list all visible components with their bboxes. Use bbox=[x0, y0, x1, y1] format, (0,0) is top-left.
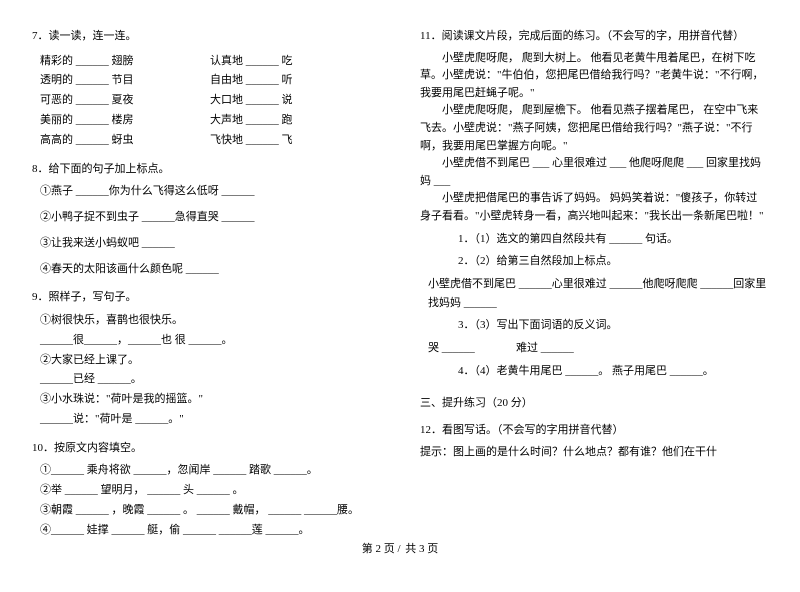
q8-title: 8．给下面的句子加上标点。 bbox=[32, 161, 380, 179]
q12-title: 12．看图写话。（不会写的字用拼音代替） bbox=[420, 422, 768, 440]
q11-sub3line: 哭 ______ 难过 ______ bbox=[420, 339, 768, 358]
q11-title: 11．阅读课文片段，完成后面的练习。（不会写的字，用拼音代替） bbox=[420, 28, 768, 46]
q10-i3: ④______ 娃撑 ______ 艇，偷 ______ ______莲 ___… bbox=[40, 521, 380, 541]
q9-i5: ______说："荷叶是 ______。" bbox=[40, 410, 380, 430]
q9: 9．照样子，写句子。 ①树很快乐，喜鹊也很快乐。 ______很______，_… bbox=[32, 289, 380, 429]
q7-r2: 大口地 ______ 说 bbox=[210, 91, 380, 111]
q9-title: 9．照样子，写句子。 bbox=[32, 289, 380, 307]
footer-sep: / bbox=[397, 543, 402, 555]
q9-i4: ③小水珠说："荷叶是我的摇篮。" bbox=[40, 390, 380, 410]
q7-l1: 透明的 ______ 节目 bbox=[40, 71, 210, 91]
q7-l4: 高高的 ______ 蚜虫 bbox=[40, 131, 210, 151]
right-column: 11．阅读课文片段，完成后面的练习。（不会写的字，用拼音代替） 小壁虎爬呀爬， … bbox=[404, 28, 768, 528]
q10: 10．按原文内容填空。 ①______ 乘舟将欲 ______，忽闻岸 ____… bbox=[32, 440, 380, 541]
q7-l0: 精彩的 ______ 翅膀 bbox=[40, 52, 210, 72]
q7-r4: 飞快地 ______ 飞 bbox=[210, 131, 380, 151]
left-column: 7．读一读，连一连。 精彩的 ______ 翅膀 透明的 ______ 节目 可… bbox=[32, 28, 404, 528]
section3: 三、提升练习（20 分） bbox=[420, 394, 768, 410]
q8-i1: ②小鸭子捉不到虫子 ______急得直哭 ______ bbox=[40, 208, 380, 228]
q7-r0: 认真地 ______ 吃 bbox=[210, 52, 380, 72]
q9-i2: ②大家已经上课了。 bbox=[40, 351, 380, 371]
q11: 11．阅读课文片段，完成后面的练习。（不会写的字，用拼音代替） 小壁虎爬呀爬， … bbox=[420, 28, 768, 380]
q8-i3: ④春天的太阳该画什么颜色呢 ______ bbox=[40, 260, 380, 280]
q7-r1: 自由地 ______ 听 bbox=[210, 71, 380, 91]
q11-sub1: 1．（1）选文的第四自然段共有 ______ 句话。 bbox=[420, 230, 768, 249]
q8-i2: ③让我来送小蚂蚁吧 ______ bbox=[40, 234, 380, 254]
q11-sub2line: 小壁虎借不到尾巴 ______心里很难过 ______他爬呀爬爬 ______回… bbox=[420, 275, 768, 312]
q10-title: 10．按原文内容填空。 bbox=[32, 440, 380, 458]
q12-hint: 提示：图上画的是什么时间？什么地点？都有谁？他们在干什 bbox=[420, 444, 768, 462]
q7-l3: 美丽的 ______ 楼房 bbox=[40, 111, 210, 131]
q12: 12．看图写话。（不会写的字用拼音代替） 提示：图上画的是什么时间？什么地点？都… bbox=[420, 422, 768, 461]
q9-i0: ①树很快乐，喜鹊也很快乐。 bbox=[40, 311, 380, 331]
q11-sub4: 4．（4）老黄牛用尾巴 ______。 燕子用尾巴 ______。 bbox=[420, 362, 768, 381]
q8-i0: ①燕子 ______你为什么飞得这么低呀 ______ bbox=[40, 182, 380, 202]
q9-i1: ______很______，______也 很 ______。 bbox=[40, 331, 380, 351]
footer-total: 共 3 页 bbox=[405, 543, 438, 555]
q11-p2: 小壁虎借不到尾巴 ___ 心里很难过 ___ 他爬呀爬爬 ___ 回家里找妈妈 … bbox=[420, 155, 768, 190]
q7-r3: 大声地 ______ 跑 bbox=[210, 111, 380, 131]
q11-p0: 小壁虎爬呀爬， 爬到大树上。 他看见老黄牛甩着尾巴，在树下吃草。小壁虎说："牛伯… bbox=[420, 50, 768, 103]
q7-grid: 精彩的 ______ 翅膀 透明的 ______ 节目 可恶的 ______ 夏… bbox=[32, 52, 380, 151]
q9-i3: ______已经 ______。 bbox=[40, 370, 380, 390]
q11-sub2: 2．（2）给第三自然段加上标点。 bbox=[420, 252, 768, 271]
q11-sub3: 3．（3）写出下面词语的反义词。 bbox=[420, 316, 768, 335]
page-footer: 第 2 页 / 共 3 页 bbox=[0, 540, 800, 556]
q8: 8．给下面的句子加上标点。 ①燕子 ______你为什么飞得这么低呀 _____… bbox=[32, 161, 380, 280]
q10-i2: ③朝霞 ______ ，晚霞 ______ 。 ______ 戴帽， _____… bbox=[40, 501, 380, 521]
q7-title: 7．读一读，连一连。 bbox=[32, 28, 380, 46]
q11-p3: 小壁虎把借尾巴的事告诉了妈妈。 妈妈笑着说："傻孩子，你转过身子看看。"小壁虎转… bbox=[420, 190, 768, 225]
footer-page: 第 2 页 bbox=[362, 543, 395, 555]
q7-l2: 可恶的 ______ 夏夜 bbox=[40, 91, 210, 111]
q10-i1: ②举 ______ 望明月， ______ 头 ______ 。 bbox=[40, 481, 380, 501]
q10-i0: ①______ 乘舟将欲 ______，忽闻岸 ______ 踏歌 ______… bbox=[40, 461, 380, 481]
q11-p1: 小壁虎爬呀爬， 爬到屋檐下。 他看见燕子摆着尾巴， 在空中飞来飞去。小壁虎说："… bbox=[420, 102, 768, 155]
q7: 7．读一读，连一连。 精彩的 ______ 翅膀 透明的 ______ 节目 可… bbox=[32, 28, 380, 151]
